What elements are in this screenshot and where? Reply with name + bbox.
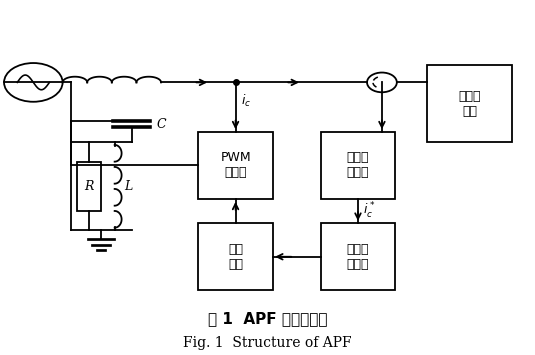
Text: 驱动
电路: 驱动 电路 [228, 243, 243, 271]
Bar [320, 132, 395, 199]
Text: PWM
变换器: PWM 变换器 [220, 151, 251, 179]
Bar [427, 65, 513, 142]
Text: L: L [124, 180, 133, 193]
Bar [198, 132, 273, 199]
Text: 图 1  APF 的系统组成: 图 1 APF 的系统组成 [208, 311, 327, 326]
Text: $i_c^*$: $i_c^*$ [363, 201, 376, 221]
Text: C: C [157, 118, 166, 131]
Text: $i_c$: $i_c$ [241, 93, 251, 109]
Text: 电流跟
踪控制: 电流跟 踪控制 [347, 243, 369, 271]
Text: 指令电
流运算: 指令电 流运算 [347, 151, 369, 179]
Text: R: R [84, 180, 94, 193]
Text: 非线性
负载: 非线性 负载 [458, 89, 481, 118]
Bar [198, 223, 273, 290]
Bar [77, 162, 101, 211]
Text: Fig. 1  Structure of APF: Fig. 1 Structure of APF [183, 336, 352, 350]
Bar [320, 223, 395, 290]
